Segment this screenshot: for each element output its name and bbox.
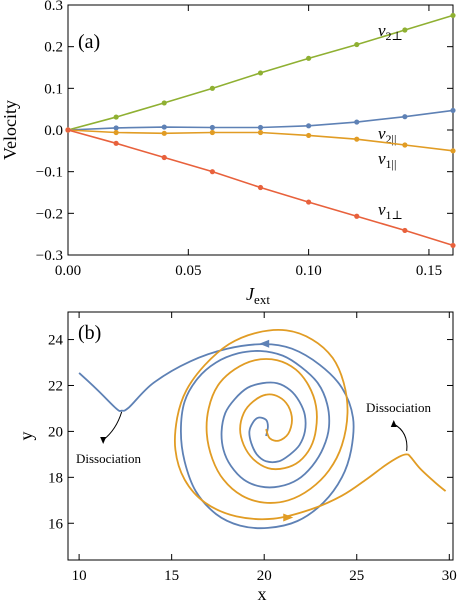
panel-b-x-tick-label: 30	[442, 568, 457, 584]
data-point	[354, 119, 360, 125]
data-point	[257, 184, 264, 191]
panel-a-x-axis-label-sub: ext	[254, 292, 270, 307]
data-point	[209, 85, 215, 91]
dissociation-arrowhead-left	[100, 437, 107, 444]
data-point	[161, 124, 167, 130]
data-point	[161, 100, 167, 106]
data-point	[113, 114, 119, 120]
panel-a: 0.00 0.05 0.10 0.15 −0.3 −0.2 −0.1 0.0 0.1 0.2 0.3…	[0, 0, 456, 307]
dissociation-label-right: Dissociation	[366, 400, 431, 415]
data-point	[113, 125, 119, 131]
data-point	[209, 169, 215, 175]
data-point	[209, 124, 215, 131]
data-point	[257, 70, 264, 76]
data-point	[306, 199, 312, 205]
dissociation-arrow-left	[102, 411, 123, 441]
data-point	[65, 127, 71, 133]
panel-b-x-tick-label: 25	[349, 568, 364, 584]
panel-a-y-tick-label: −0.1	[36, 165, 63, 181]
panel-b-x-tick-label: 10	[72, 568, 87, 584]
series-label-1: v2||	[378, 124, 396, 146]
data-point	[354, 213, 360, 219]
data-point	[450, 107, 456, 114]
panel-a-x-tick-label: 0.15	[416, 263, 442, 279]
data-point	[402, 227, 408, 234]
data-point	[450, 242, 456, 249]
panel-b-y-tick-label: 20	[48, 424, 63, 440]
dissociation-label-left: Dissociation	[76, 451, 141, 466]
data-point	[306, 132, 312, 139]
dissociation-arrow-right	[393, 423, 408, 451]
panel-a-y-axis-label: Velocity	[0, 100, 20, 160]
dissociation-arrowhead-right	[390, 420, 397, 427]
panel-a-x-axis-label: Jext	[246, 284, 270, 307]
panel-b-label: (b)	[78, 322, 101, 344]
panel-a-x-axis-label-main: J	[246, 284, 255, 304]
panel-b-y-tick-label: 22	[48, 378, 63, 394]
panel-b-x-tick-label: 20	[257, 568, 272, 584]
data-point	[209, 129, 215, 136]
data-point	[257, 124, 264, 131]
data-point	[354, 41, 360, 48]
panel-a-label: (a)	[78, 31, 100, 53]
panel-b-ticks: 10 15 20 25 30 16 18 20 22 24	[48, 312, 457, 584]
panel-a-y-tick-label: −0.2	[36, 206, 63, 222]
data-point	[402, 142, 408, 148]
panel-b-x-axis-label: x	[258, 584, 267, 604]
panel-b-series	[78, 329, 447, 530]
data-point	[450, 148, 456, 154]
panel-a-ticks: 0.00 0.05 0.10 0.15 −0.3 −0.2 −0.1 0.0 0.1 0.2 0.3	[36, 0, 453, 279]
series-label-2: v1||	[378, 149, 396, 171]
data-point	[402, 114, 408, 120]
direction-arrow-blue	[259, 339, 270, 348]
panel-b-frame	[67, 311, 454, 561]
data-point	[113, 140, 119, 146]
panel-a-y-tick-label: 0.2	[44, 40, 63, 56]
series-label-0: v2⊥	[378, 21, 403, 43]
panel-a-y-tick-label: −0.3	[36, 248, 63, 264]
data-point	[306, 123, 312, 129]
data-point	[113, 129, 119, 136]
panel-a-y-tick-label: 0.0	[44, 123, 63, 139]
panel-a-y-tick-label: 0.3	[44, 0, 63, 14]
panel-a-x-tick-label: 0.00	[55, 263, 81, 279]
panel-b-y-tick-label: 16	[48, 516, 64, 532]
data-point	[450, 12, 456, 19]
data-point	[257, 129, 264, 136]
panel-a-x-tick-label: 0.10	[296, 263, 322, 279]
trajectory-line-0	[78, 343, 355, 530]
panel-b-y-tick-label: 18	[48, 470, 63, 486]
panel-a-series: v2⊥ v2|| v1|| v1⊥	[65, 12, 456, 249]
panel-a-x-tick-label: 0.05	[175, 263, 201, 279]
panel-a-y-tick-label: 0.1	[44, 81, 63, 97]
data-point	[306, 55, 312, 61]
direction-arrow-orange	[283, 513, 294, 522]
panel-b-y-tick-label: 24	[48, 333, 64, 349]
data-point	[161, 130, 167, 136]
trajectory-line-1	[173, 329, 447, 521]
data-point	[161, 154, 167, 161]
series-label-3: v1⊥	[378, 200, 403, 222]
panel-b-y-axis-label: y	[16, 432, 36, 441]
panel-b-x-tick-label: 15	[164, 568, 179, 584]
data-point	[354, 136, 360, 142]
data-point	[402, 27, 408, 33]
panel-b: 10 15 20 25 30 16 18 20 22 24 (b) y x Dissociatio…	[16, 311, 457, 604]
panel-b-annotations: Dissociation Dissociation	[76, 400, 431, 466]
